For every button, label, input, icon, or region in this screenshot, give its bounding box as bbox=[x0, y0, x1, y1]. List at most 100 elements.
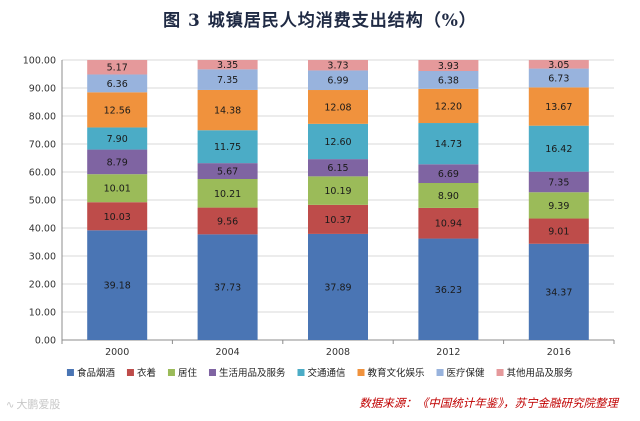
legend-swatch bbox=[66, 369, 74, 376]
data-label: 12.20 bbox=[435, 101, 462, 112]
data-label: 10.37 bbox=[324, 215, 351, 226]
watermark-text: 大鹏爱股 bbox=[16, 398, 61, 411]
data-label: 34.37 bbox=[545, 287, 572, 298]
data-label: 9.56 bbox=[217, 216, 238, 227]
data-label: 9.39 bbox=[548, 201, 569, 212]
data-label: 12.56 bbox=[104, 105, 131, 116]
bar-segment bbox=[87, 127, 148, 150]
data-label: 10.19 bbox=[324, 186, 351, 197]
bar-segment bbox=[308, 176, 368, 205]
chart-title: 图 3 城镇居民人均消费支出结构（%） bbox=[163, 11, 477, 31]
data-label: 10.21 bbox=[214, 189, 241, 200]
bar-segment bbox=[197, 207, 258, 235]
bar-segment bbox=[197, 163, 258, 179]
bar-segment bbox=[197, 130, 258, 164]
y-tick-label: 90.00 bbox=[29, 84, 56, 95]
data-label: 7.35 bbox=[548, 177, 569, 188]
data-label: 36.23 bbox=[435, 285, 462, 296]
data-label: 39.18 bbox=[104, 281, 131, 292]
data-label: 14.73 bbox=[435, 139, 462, 150]
legend-label: 居住 bbox=[178, 367, 198, 379]
data-label: 14.38 bbox=[214, 106, 241, 117]
bar-segment bbox=[87, 149, 148, 175]
data-label: 5.67 bbox=[217, 167, 238, 178]
bar-segment bbox=[197, 69, 258, 90]
bar-segment bbox=[528, 171, 589, 193]
x-tick-label: 2000 bbox=[105, 347, 129, 358]
data-label: 16.42 bbox=[545, 144, 572, 155]
bar-segment bbox=[528, 243, 589, 340]
bar-segment bbox=[87, 174, 148, 203]
legend-label: 食品烟酒 bbox=[77, 367, 116, 379]
y-tick-label: 30.00 bbox=[29, 252, 56, 263]
bar-segment bbox=[87, 74, 148, 93]
data-label: 6.99 bbox=[327, 76, 348, 87]
bar-segment bbox=[87, 202, 148, 231]
bar-segment bbox=[197, 179, 258, 208]
y-tick-label: 40.00 bbox=[29, 224, 56, 235]
data-label: 8.90 bbox=[438, 191, 459, 202]
watermark: ∿ 大鹏爱股 bbox=[6, 396, 60, 412]
legend-label: 教育文化娱乐 bbox=[368, 367, 426, 379]
source-note: 数据来源：《中国统计年鉴》，苏宁金融研究院整理 bbox=[359, 396, 618, 410]
data-label: 8.79 bbox=[107, 157, 128, 168]
data-label: 3.35 bbox=[217, 60, 238, 71]
legend-swatch bbox=[357, 369, 365, 376]
legend-label: 交通通信 bbox=[308, 367, 346, 379]
data-label: 6.73 bbox=[548, 73, 569, 84]
data-label: 12.60 bbox=[324, 137, 351, 148]
bar-segment bbox=[197, 89, 258, 131]
data-label: 7.35 bbox=[217, 75, 238, 86]
bar-segment bbox=[308, 159, 368, 177]
bar-segment bbox=[308, 204, 368, 234]
bar-segment bbox=[418, 183, 479, 208]
legend-swatch bbox=[297, 369, 305, 376]
bar-segment bbox=[418, 88, 479, 124]
y-tick-label: 100.00 bbox=[23, 56, 56, 67]
watermark-logo-icon: ∿ bbox=[6, 400, 15, 411]
y-tick-label: 50.00 bbox=[29, 196, 56, 207]
y-tick-label: 80.00 bbox=[29, 112, 56, 123]
bar-segment bbox=[418, 71, 479, 89]
legend-swatch bbox=[126, 369, 134, 376]
bar-segment bbox=[197, 60, 258, 70]
x-tick-label: 2012 bbox=[436, 347, 460, 358]
bar-segment bbox=[308, 123, 368, 160]
data-label: 6.38 bbox=[438, 75, 459, 86]
y-tick-label: 20.00 bbox=[29, 280, 56, 291]
data-label: 5.17 bbox=[107, 63, 128, 74]
data-label: 3.05 bbox=[548, 60, 569, 71]
data-label: 6.36 bbox=[107, 79, 128, 90]
bar-segment bbox=[528, 68, 589, 88]
data-label: 6.69 bbox=[438, 169, 459, 180]
x-tick-label: 2016 bbox=[547, 347, 571, 358]
y-tick-label: 60.00 bbox=[29, 168, 56, 179]
data-label: 6.15 bbox=[327, 163, 348, 174]
y-tick-label: 0.00 bbox=[35, 336, 56, 347]
x-tick-label: 2004 bbox=[216, 347, 240, 358]
legend-swatch bbox=[208, 369, 216, 376]
legend-swatch bbox=[496, 369, 504, 376]
bar-segment bbox=[87, 230, 148, 340]
data-label: 3.73 bbox=[327, 61, 348, 72]
bar-segment bbox=[87, 60, 148, 75]
bar-segment bbox=[418, 123, 479, 165]
bar-segment bbox=[308, 70, 368, 91]
legend-swatch bbox=[167, 369, 175, 376]
bar-segment bbox=[528, 192, 589, 219]
bar-segment bbox=[528, 60, 589, 69]
legend-label: 其他用品及服务 bbox=[507, 367, 574, 379]
bar-segment bbox=[197, 234, 258, 340]
bar-segment bbox=[418, 207, 479, 239]
data-label: 10.01 bbox=[104, 184, 131, 195]
x-tick-label: 2008 bbox=[326, 347, 350, 358]
bar-segment bbox=[308, 233, 368, 340]
bar-segment bbox=[308, 90, 368, 124]
bar-segment bbox=[418, 60, 479, 72]
bar-segment bbox=[87, 92, 148, 128]
bar-segment bbox=[528, 218, 589, 244]
data-label: 3.93 bbox=[438, 61, 459, 72]
bar-segment bbox=[528, 87, 589, 126]
y-tick-label: 70.00 bbox=[29, 140, 56, 151]
